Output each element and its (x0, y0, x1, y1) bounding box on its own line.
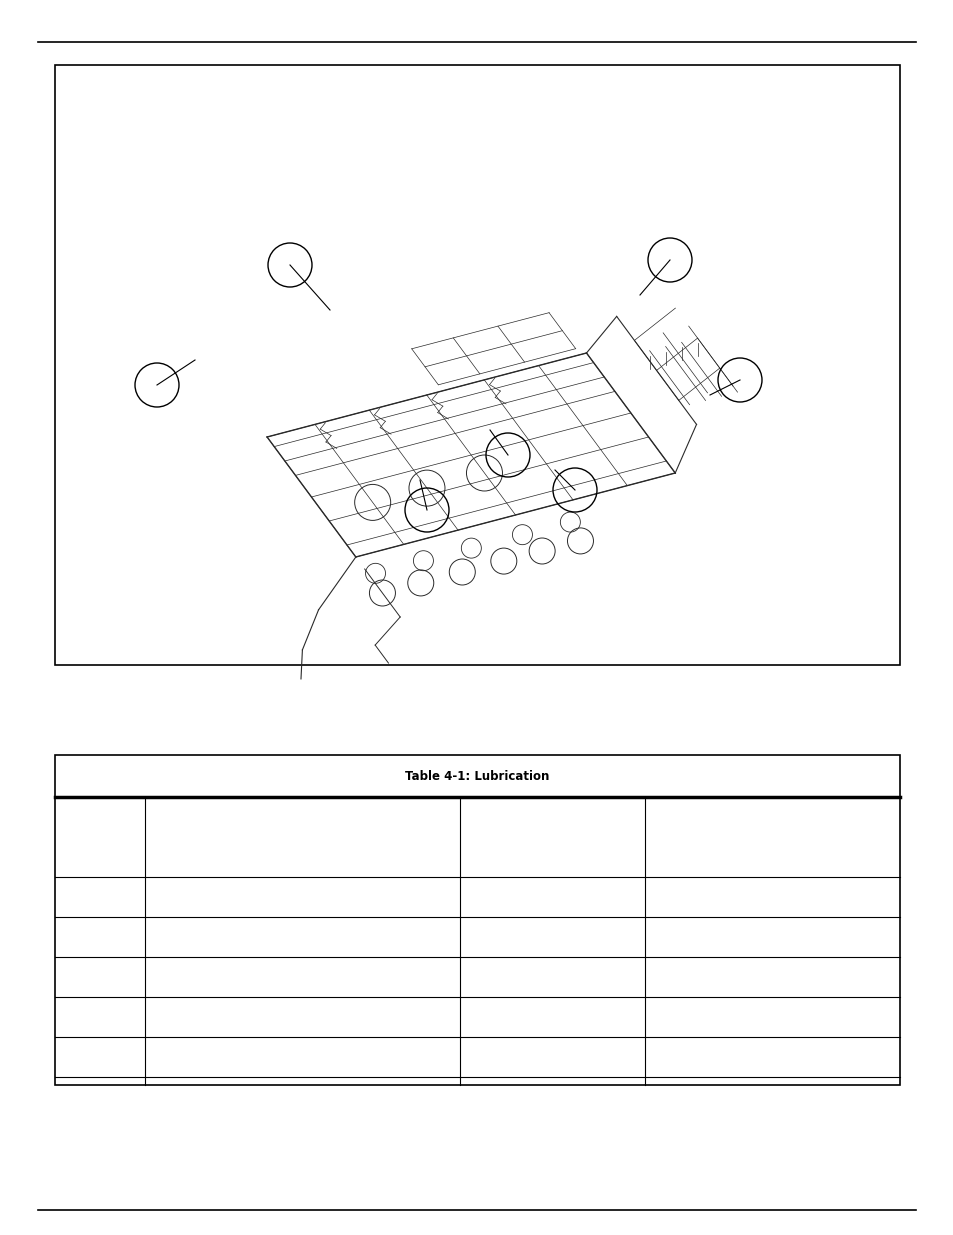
Bar (55, 755, 899, 1086)
Bar (55, 65, 899, 664)
Text: Table 4-1: Lubrication: Table 4-1: Lubrication (405, 769, 549, 783)
